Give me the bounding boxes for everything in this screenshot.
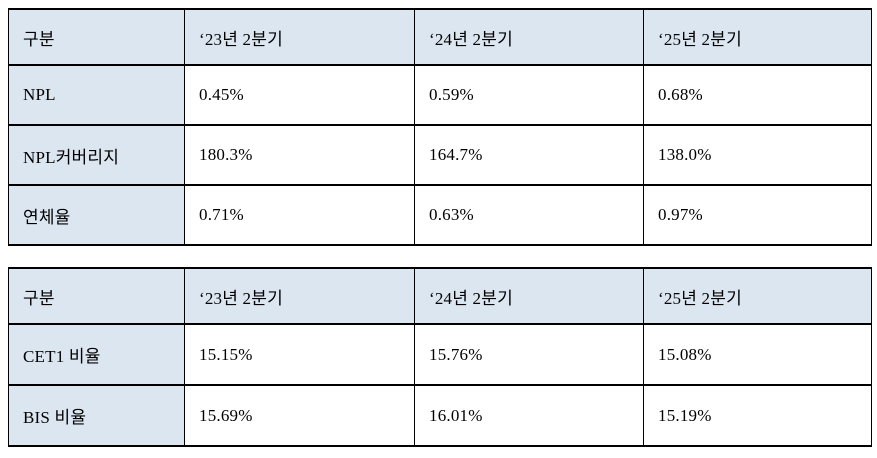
value-cell: 0.45% xyxy=(184,64,415,126)
value-cell: 16.01% xyxy=(414,384,644,447)
value-cell: 15.08% xyxy=(643,323,872,386)
value-cell: 15.69% xyxy=(184,384,415,447)
row-label: NPL xyxy=(8,64,185,126)
value-cell: 164.7% xyxy=(414,124,644,186)
value-cell: 0.63% xyxy=(414,184,644,246)
table-header-row: 구분 ‘23년 2분기 ‘24년 2분기 ‘25년 2분기 xyxy=(8,8,872,66)
row-label: CET1 비율 xyxy=(8,323,185,386)
table-header-row: 구분 ‘23년 2분기 ‘24년 2분기 ‘25년 2분기 xyxy=(8,267,872,325)
value-cell: 0.59% xyxy=(414,64,644,126)
column-header-category: 구분 xyxy=(8,8,185,66)
value-cell: 0.68% xyxy=(643,64,872,126)
value-cell: 0.97% xyxy=(643,184,872,246)
value-cell: 138.0% xyxy=(643,124,872,186)
asset-quality-table: 구분 ‘23년 2분기 ‘24년 2분기 ‘25년 2분기 NPL 0.45% … xyxy=(8,8,872,246)
table-row-bis: BIS 비율 15.69% 16.01% 15.19% xyxy=(8,384,872,447)
value-cell: 15.15% xyxy=(184,323,415,386)
column-header-q2-2025: ‘25년 2분기 xyxy=(643,267,872,325)
column-header-category: 구분 xyxy=(8,267,185,325)
table-row-npl: NPL 0.45% 0.59% 0.68% xyxy=(8,64,872,126)
column-header-q2-2024: ‘24년 2분기 xyxy=(414,8,644,66)
capital-ratio-table: 구분 ‘23년 2분기 ‘24년 2분기 ‘25년 2분기 CET1 비율 15… xyxy=(8,267,872,447)
column-header-q2-2023: ‘23년 2분기 xyxy=(184,267,415,325)
table-row-npl-coverage: NPL커버리지 180.3% 164.7% 138.0% xyxy=(8,124,872,186)
value-cell: 180.3% xyxy=(184,124,415,186)
value-cell: 15.19% xyxy=(643,384,872,447)
document-page: 구분 ‘23년 2분기 ‘24년 2분기 ‘25년 2분기 NPL 0.45% … xyxy=(8,8,872,447)
row-label: NPL커버리지 xyxy=(8,124,185,186)
column-header-q2-2024: ‘24년 2분기 xyxy=(414,267,644,325)
value-cell: 0.71% xyxy=(184,184,415,246)
row-label: BIS 비율 xyxy=(8,384,185,447)
column-header-q2-2023: ‘23년 2분기 xyxy=(184,8,415,66)
table-row-cet1: CET1 비율 15.15% 15.76% 15.08% xyxy=(8,323,872,386)
column-header-q2-2025: ‘25년 2분기 xyxy=(643,8,872,66)
row-label: 연체율 xyxy=(8,184,185,246)
value-cell: 15.76% xyxy=(414,323,644,386)
table-row-delinquency: 연체율 0.71% 0.63% 0.97% xyxy=(8,184,872,246)
